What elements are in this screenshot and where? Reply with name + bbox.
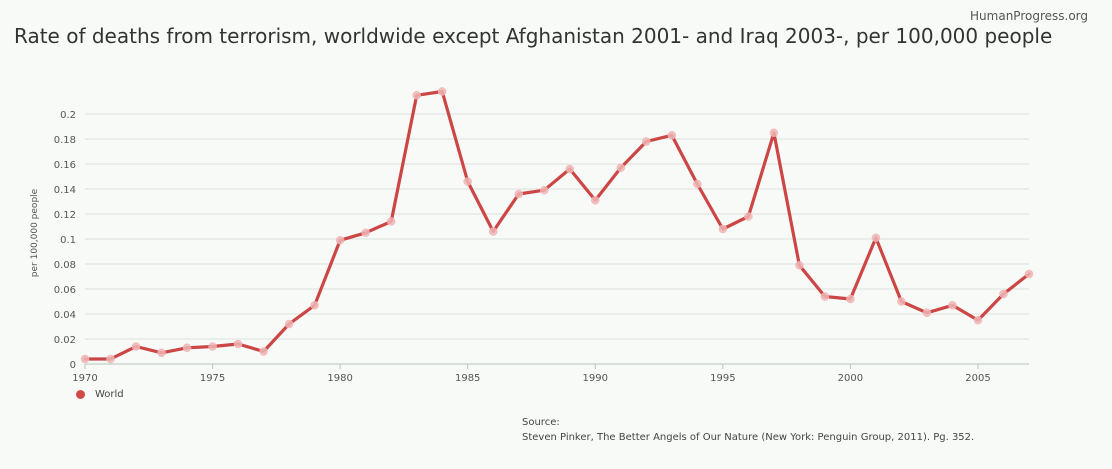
data-point[interactable] [769,128,779,137]
data-point[interactable] [922,308,932,317]
y-tick-label: 0.12 [54,210,76,221]
data-point[interactable] [744,212,753,221]
data-point[interactable] [999,289,1008,299]
y-axis-label: per 100,000 people [30,188,40,277]
data-point[interactable] [565,164,575,174]
data-point[interactable] [106,354,115,364]
data-point[interactable] [897,297,906,306]
series-line-world [83,89,1031,361]
data-point[interactable] [157,348,166,357]
y-tick-label: 0.16 [54,160,76,171]
data-point[interactable] [718,224,728,234]
source-label: Source: [522,417,560,428]
data-point[interactable] [820,292,830,301]
data-point[interactable] [642,137,651,146]
x-tick-label: 2000 [838,373,863,384]
x-tick-label: 2005 [965,373,990,384]
x-tick-label: 1995 [710,373,735,384]
grid-lines [85,113,1029,340]
data-point[interactable] [948,301,957,310]
data-point[interactable] [693,179,702,189]
y-tick-label: 0.14 [54,185,76,196]
data-point[interactable] [284,319,294,329]
data-point[interactable] [412,91,421,100]
data-point[interactable] [233,339,243,349]
y-tick-label: 0.1 [60,235,76,246]
y-tick-label: 0.2 [60,110,76,121]
data-point[interactable] [80,354,90,364]
y-tick-label: 0.18 [54,135,76,146]
legend-marker-icon [76,390,85,399]
data-point[interactable] [616,163,626,172]
data-point[interactable] [463,177,472,186]
data-point[interactable] [259,347,268,356]
y-tick-label: 0.04 [54,310,76,321]
data-point[interactable] [846,294,855,304]
data-point[interactable] [208,342,217,351]
legend-label: World [95,389,124,400]
data-point[interactable] [973,316,983,325]
x-tick-label: 1985 [455,373,480,384]
data-point[interactable] [488,227,498,236]
chart-title: Rate of deaths from terrorism, worldwide… [14,24,1053,48]
data-point[interactable] [871,233,881,242]
x-tick-label: 1980 [327,373,352,384]
data-point[interactable] [591,196,600,205]
y-tick-label: 0.06 [54,285,76,296]
x-tick-label: 1990 [583,373,608,384]
data-point[interactable] [310,301,319,310]
series-group [80,87,1034,364]
data-point[interactable] [1024,269,1034,279]
data-point[interactable] [131,342,141,351]
data-point[interactable] [795,261,804,270]
x-axis-ticks: 1970 1975 1980 1985 1990 1995 2000 2005 [72,364,991,384]
brand-label[interactable]: HumanProgress.org [970,9,1088,23]
y-tick-label: 0.02 [54,335,76,346]
x-tick-label: 1970 [72,373,97,384]
data-point[interactable] [514,189,523,199]
source-note: Source: Steven Pinker, The Better Angels… [522,415,974,445]
y-tick-label: 0.08 [54,260,76,271]
data-point[interactable] [539,186,549,195]
legend-item-world[interactable]: World [76,389,124,400]
data-point[interactable] [437,87,447,96]
y-tick-label: 0 [70,360,76,371]
y-axis-ticks: 0 0.02 0.04 0.06 0.08 0.1 0.12 0.14 0.16 0.18 0.2 [54,110,76,371]
x-tick-label: 1975 [200,373,225,384]
data-point[interactable] [386,217,396,226]
data-point[interactable] [667,131,677,140]
source-text: Steven Pinker, The Better Angels of Our … [522,432,975,443]
data-point[interactable] [182,343,192,352]
data-point[interactable] [361,228,370,237]
data-point[interactable] [335,236,345,245]
